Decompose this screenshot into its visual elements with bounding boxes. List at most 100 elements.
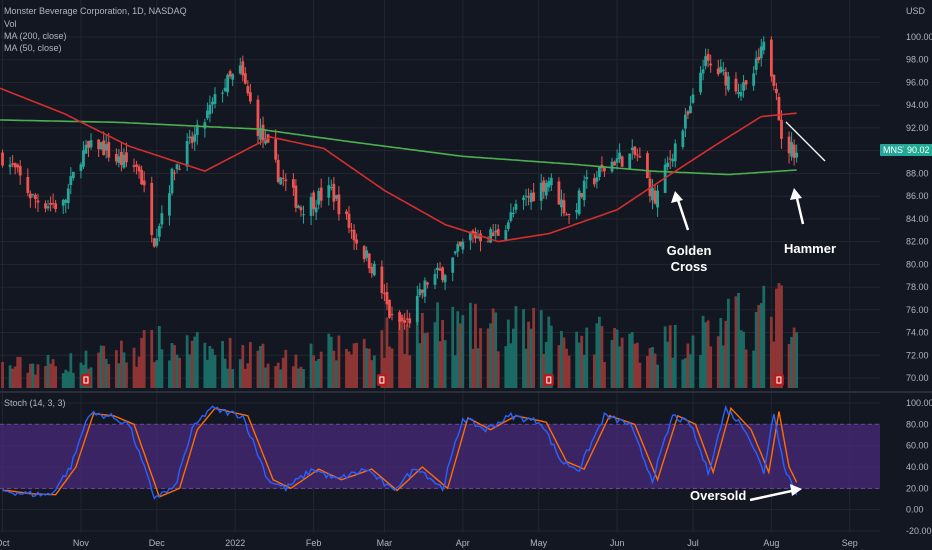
volume-bar — [61, 373, 65, 388]
candle-body — [721, 69, 725, 72]
candle-body — [34, 194, 37, 200]
volume-bar — [18, 357, 22, 388]
volume-bar — [686, 343, 690, 388]
candle-body — [26, 176, 30, 193]
volume-bar — [787, 343, 791, 388]
candle-body — [653, 190, 657, 204]
ma50-legend: MA (50, close) — [4, 43, 62, 53]
candle-body — [633, 146, 637, 155]
candle-body — [757, 56, 761, 61]
volume-bar — [565, 348, 568, 388]
candle-body — [264, 138, 267, 144]
time-tick-label: Mar — [377, 538, 393, 548]
volume-bar — [509, 343, 513, 388]
volume-bar — [157, 325, 161, 388]
volume-bar — [656, 364, 659, 388]
earnings-marker[interactable] — [80, 374, 91, 386]
candle-body — [362, 246, 366, 260]
candle-body — [759, 46, 763, 59]
volume-bar — [137, 356, 141, 388]
volume-bar — [726, 298, 730, 388]
earnings-marker[interactable] — [376, 374, 387, 386]
candle-body — [701, 69, 705, 74]
candle-body — [274, 139, 278, 160]
volume-bar — [104, 358, 108, 388]
candle-body — [769, 39, 773, 77]
candle-body — [243, 73, 247, 84]
time-tick-label: Nov — [73, 538, 90, 548]
candle-body — [486, 241, 490, 243]
candle-body — [489, 229, 493, 243]
candle-body — [175, 164, 179, 170]
earnings-marker[interactable] — [773, 374, 784, 386]
volume-bar — [334, 360, 338, 388]
candle-body — [527, 196, 530, 198]
candle-body — [44, 203, 47, 209]
volume-bar — [754, 311, 758, 388]
candle-body — [89, 140, 93, 148]
volume-bar — [132, 347, 136, 388]
stoch-tick-label: 40.00 — [906, 462, 929, 472]
price-axis[interactable]: 100.0098.0096.0094.0092.0090.0088.0086.0… — [906, 32, 932, 383]
volume-bar — [170, 343, 174, 388]
earnings-marker[interactable] — [543, 374, 554, 386]
stoch-axis[interactable]: 100.00 80.00 60.00 40.00 20.00 0.00 -20.00 — [906, 398, 932, 536]
candle-body — [383, 293, 386, 295]
candle-body — [458, 241, 462, 246]
price-tick-label: 80.00 — [906, 259, 929, 269]
candle-body — [71, 171, 75, 179]
last-price-badge: 90.02 — [904, 144, 932, 156]
candle-body — [117, 156, 121, 163]
volume-bar — [408, 355, 412, 388]
candle-body — [438, 268, 442, 271]
volume-bar — [71, 372, 75, 388]
candle-body — [562, 200, 566, 214]
volume-bar — [405, 324, 409, 388]
volume-bar — [168, 360, 171, 388]
symbol-badge: MNST — [880, 144, 912, 156]
candle-body — [190, 136, 194, 143]
candle-body — [211, 101, 214, 105]
volume-bar — [704, 322, 708, 388]
volume-bar — [350, 354, 353, 388]
candle-body — [170, 168, 174, 194]
candle-body — [350, 230, 353, 232]
volume-bar — [706, 320, 710, 388]
volume-bar — [352, 343, 356, 388]
time-tick-label: Oct — [0, 538, 10, 548]
candle-body — [549, 177, 553, 186]
candle-body — [31, 194, 35, 196]
earnings-markers — [80, 374, 784, 386]
volume-bar — [64, 369, 68, 388]
volume-bar — [476, 348, 480, 388]
time-axis[interactable]: Oct Nov Dec 2022 Feb Mar Apr May Jun Jul Aug Sep — [0, 538, 858, 548]
candle-body — [592, 178, 596, 185]
volume-bar — [152, 362, 156, 388]
candle-body — [585, 177, 589, 180]
volume-bar — [302, 369, 305, 388]
candle-body — [238, 65, 242, 74]
volume-bar — [618, 346, 622, 388]
time-tick-label: Sep — [842, 538, 858, 548]
volume-bar — [314, 360, 318, 388]
candle-body — [337, 194, 341, 215]
volume-bar — [370, 360, 374, 388]
volume-bar — [420, 312, 424, 388]
volume-bar — [620, 337, 624, 388]
volume-bar — [102, 345, 106, 388]
golden-cross-label: Golden Cross — [666, 243, 712, 274]
candle-body — [683, 114, 687, 129]
volume-bar — [160, 349, 164, 388]
time-tick-label: Aug — [763, 538, 779, 548]
price-tick-label: 88.00 — [906, 168, 929, 178]
candle-body — [689, 105, 692, 114]
volume-bar — [355, 342, 358, 388]
volume-bar — [312, 355, 316, 388]
volume-bar — [762, 285, 766, 388]
candle-body — [709, 63, 713, 66]
stoch-tick-label: 80.00 — [906, 419, 929, 429]
candle-body — [646, 153, 649, 179]
volume-bar — [398, 319, 401, 388]
volume-bar — [790, 336, 793, 388]
